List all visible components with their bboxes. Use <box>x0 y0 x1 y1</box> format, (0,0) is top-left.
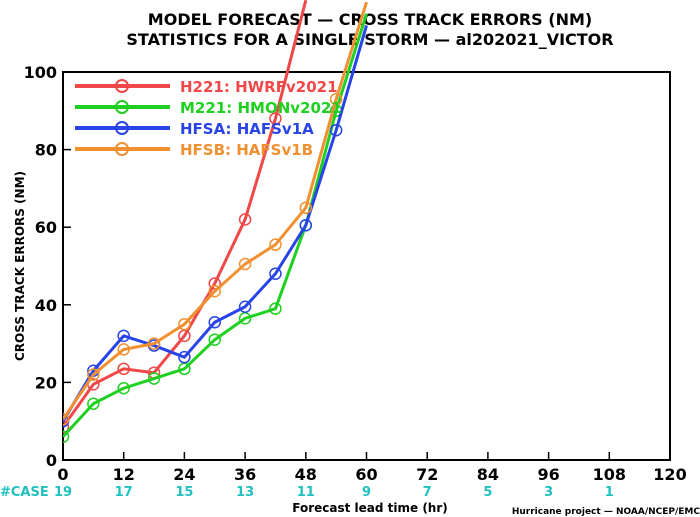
legend-label: M221: HMONv2021 <box>180 99 342 117</box>
data-point <box>208 316 221 329</box>
legend: H221: HWRFv2021 M221: HMONv2021 HFSA: HAFS… <box>75 78 342 159</box>
data-point <box>178 350 191 364</box>
data-point <box>208 284 221 298</box>
y-tick-label: 80 <box>35 141 57 160</box>
legend-entry: M221: HMONv2021 <box>75 99 342 117</box>
series-line <box>63 25 368 422</box>
legend-entry: HFSB: HAFSv1B <box>75 141 313 159</box>
y-axis-label: CROSS TRACK ERRORS (NM) <box>13 171 27 361</box>
x-tick-label: 96 <box>537 465 559 484</box>
legend-entry: H221: HWRFv2021 <box>75 78 338 96</box>
data-point <box>269 238 282 251</box>
data-point <box>117 381 130 395</box>
x-tick-label: 60 <box>355 465 377 484</box>
data-point <box>269 302 282 315</box>
legend-label: HFSB: HAFSv1B <box>180 141 313 159</box>
legend-marker <box>115 142 129 156</box>
x-tick-label: 12 <box>113 465 135 484</box>
series-layer <box>63 0 368 443</box>
y-tick-label: 40 <box>35 296 57 315</box>
y-tick-label: 20 <box>35 373 57 392</box>
x-axis-ticks: 0 12 24 36 48 60 72 84 96 108 120 <box>57 452 687 484</box>
case-count: 15 <box>175 485 193 500</box>
case-count: 7 <box>423 485 432 500</box>
legend-label: H221: HWRFv2021 <box>180 78 338 96</box>
data-point <box>117 343 130 356</box>
data-point <box>117 362 130 376</box>
data-point <box>117 329 130 343</box>
y-tick-label: 60 <box>35 218 57 237</box>
series-2 <box>63 25 368 428</box>
data-point <box>63 420 70 434</box>
series-line <box>63 0 308 428</box>
data-point <box>329 123 343 137</box>
case-count: 5 <box>483 485 492 500</box>
series-0 <box>63 0 308 434</box>
data-point <box>299 219 313 232</box>
case-count: 17 <box>115 485 133 500</box>
data-point <box>269 267 282 281</box>
series-3 <box>63 1 368 426</box>
legend-marker <box>115 100 129 114</box>
x-tick-label: 108 <box>593 465 626 484</box>
plot-frame <box>62 71 671 461</box>
y-axis-ticks: 0 20 40 60 80 100 <box>24 63 71 470</box>
data-point <box>87 397 100 410</box>
legend-marker <box>115 121 129 135</box>
series-1 <box>63 13 368 443</box>
data-point <box>238 300 252 313</box>
credit-text: Hurricane project — NOAA/NCEP/EMC <box>512 507 700 517</box>
data-point <box>147 337 161 350</box>
data-point <box>178 317 191 331</box>
case-count: 3 <box>544 485 553 500</box>
data-point <box>269 112 282 125</box>
case-count: 19 <box>54 485 72 500</box>
case-count-label: #CASE <box>0 485 49 500</box>
case-counts: 19 17 15 13 11 9 7 5 3 1 <box>54 485 614 500</box>
data-point <box>63 413 70 426</box>
legend-marker <box>115 79 129 93</box>
data-point <box>238 257 252 271</box>
case-count: 11 <box>297 485 315 500</box>
data-point <box>208 277 221 290</box>
x-tick-label: 48 <box>295 465 317 484</box>
data-point <box>208 333 221 346</box>
data-point <box>238 213 252 226</box>
x-tick-label: 24 <box>173 465 195 484</box>
chart-subtitle: STATISTICS FOR A SINGLE STORM — al202021… <box>126 30 613 49</box>
x-tick-label: 72 <box>416 465 438 484</box>
case-count: 9 <box>362 485 371 500</box>
x-tick-label: 84 <box>477 465 499 484</box>
x-tick-label: 120 <box>653 465 686 484</box>
data-point <box>299 201 313 215</box>
data-point <box>63 430 70 443</box>
data-point <box>329 92 343 106</box>
x-tick-label: 36 <box>234 465 256 484</box>
x-tick-label: 0 <box>57 465 68 484</box>
chart-title: MODEL FORECAST — CROSS TRACK ERRORS (NM) <box>148 10 592 29</box>
case-count: 13 <box>236 485 254 500</box>
legend-label: HFSA: HAFSv1A <box>180 120 314 138</box>
series-line <box>63 13 368 438</box>
data-point <box>87 368 100 381</box>
y-tick-label: 0 <box>46 451 57 470</box>
legend-entry: HFSA: HAFSv1A <box>75 120 314 138</box>
y-tick-label: 100 <box>24 63 57 82</box>
case-count: 1 <box>605 485 614 500</box>
data-point <box>147 372 161 385</box>
series-line <box>63 1 368 421</box>
x-axis-label: Forecast lead time (hr) <box>292 501 448 515</box>
